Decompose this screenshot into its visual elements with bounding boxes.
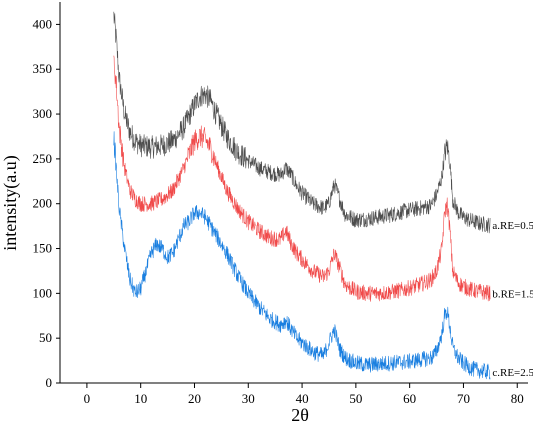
y-tick-label: 150 xyxy=(33,241,53,256)
x-tick-label: 80 xyxy=(511,391,524,406)
x-tick-label: 0 xyxy=(84,391,91,406)
series-line xyxy=(113,55,491,302)
x-tick-label: 50 xyxy=(349,391,362,406)
y-tick-label: 350 xyxy=(33,61,53,76)
x-axis: 0 10 20 30 40 50 60 70 80 xyxy=(84,383,524,406)
y-tick-label: 50 xyxy=(39,330,52,345)
y-tick-label: 200 xyxy=(33,196,53,211)
x-tick-label: 10 xyxy=(134,391,147,406)
y-axis-title: intensity(a.u) xyxy=(0,155,21,250)
x-tick-label: 30 xyxy=(242,391,255,406)
x-axis-title: 2θ xyxy=(291,405,309,425)
y-tick-label: 400 xyxy=(33,16,53,31)
series-label: a.RE=0.5 xyxy=(492,220,533,232)
y-tick-label: 300 xyxy=(33,106,53,121)
series-label: c.RE=2.5 xyxy=(492,367,533,379)
y-axis: 0 50 100 150 200 250 300 350 400 xyxy=(33,16,60,390)
series-layer xyxy=(113,11,491,380)
y-tick-label: 0 xyxy=(46,375,53,390)
x-tick-label: 20 xyxy=(188,391,201,406)
series-line xyxy=(113,131,491,380)
y-tick-label: 250 xyxy=(33,151,53,166)
series-label: b.RE=1.5 xyxy=(492,288,533,300)
series-line xyxy=(113,11,491,234)
x-tick-label: 40 xyxy=(296,391,309,406)
x-tick-label: 60 xyxy=(403,391,416,406)
series-labels: a.RE=0.5 b.RE=1.5 c.RE=2.5 xyxy=(492,220,533,379)
y-tick-label: 100 xyxy=(33,285,53,300)
plot-frame xyxy=(59,2,528,384)
x-tick-label: 70 xyxy=(457,391,470,406)
